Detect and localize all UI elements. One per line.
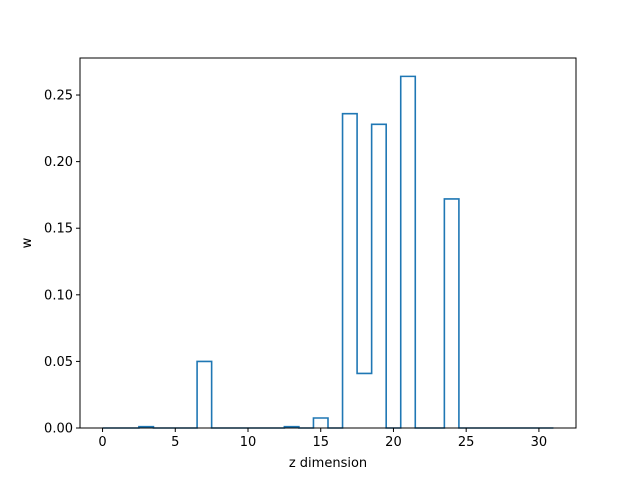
bar-15 [313, 418, 328, 428]
x-tick-label: 5 [171, 435, 179, 450]
x-tick-label: 30 [531, 435, 548, 450]
y-tick-label: 0.20 [44, 155, 73, 170]
x-tick-label: 20 [385, 435, 402, 450]
x-axis: 0 5 10 15 20 25 30 [98, 428, 547, 450]
y-tick-label: 0.10 [44, 288, 73, 303]
bar-19 [372, 124, 387, 428]
x-tick-label: 15 [312, 435, 329, 450]
x-tick-label: 0 [98, 435, 106, 450]
x-tick-label: 10 [240, 435, 257, 450]
bar-17 [343, 114, 358, 428]
y-tick-label: 0.05 [44, 355, 73, 370]
x-tick-label: 25 [458, 435, 475, 450]
series-line [102, 75, 554, 429]
y-tick-label: 0.00 [44, 422, 73, 437]
y-axis: 0.00 0.05 0.10 0.15 0.20 0.25 [44, 89, 80, 437]
y-tick-label: 0.15 [44, 222, 73, 237]
bar-7 [197, 361, 212, 428]
x-axis-label: z dimension [289, 456, 367, 471]
y-tick-label: 0.25 [44, 89, 73, 104]
bar-21 [401, 76, 416, 428]
bar-18 [357, 373, 372, 428]
y-axis-label: w [20, 237, 35, 248]
bar-24 [444, 199, 459, 428]
plot-area [102, 75, 554, 429]
axes-frame [79, 57, 577, 429]
